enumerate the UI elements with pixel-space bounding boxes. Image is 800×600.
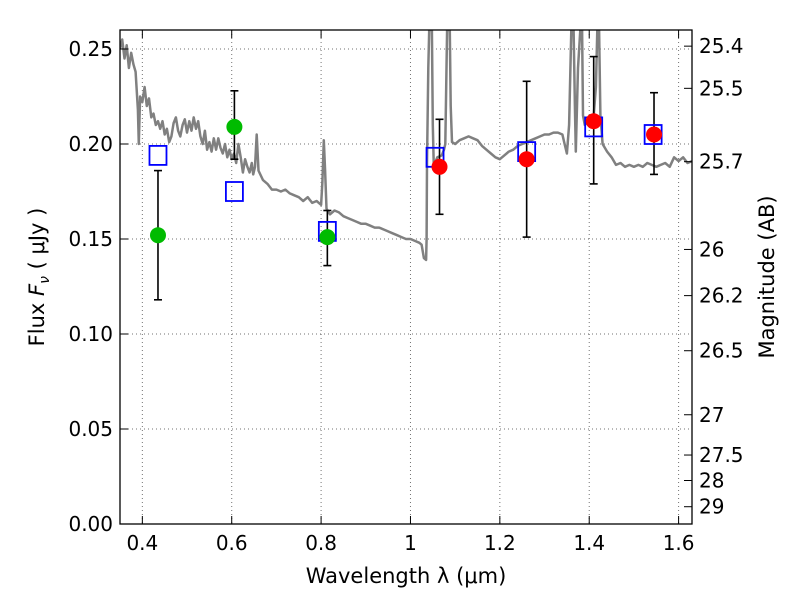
x-tick-label: 0.6 <box>216 531 248 555</box>
spectrum-line <box>120 30 692 262</box>
y2-tick-label: 25.4 <box>699 34 744 58</box>
model-square <box>224 181 244 202</box>
plot-frame <box>119 29 693 525</box>
x-tick-label: 1.6 <box>663 531 695 555</box>
y2-tick-label: 26 <box>699 237 724 261</box>
data-point <box>226 118 243 135</box>
y2-tick-label: 27.5 <box>699 443 744 467</box>
y2-tick-label: 29 <box>699 495 724 519</box>
data-point <box>149 227 166 244</box>
x-tick-label: 0.8 <box>305 531 337 555</box>
data-point <box>585 113 602 130</box>
y-label-sub: ν <box>37 276 53 284</box>
x-tick-label: 1.2 <box>484 531 516 555</box>
spectrum-layer <box>120 30 692 262</box>
y-tick-label: 0.25 <box>68 37 113 61</box>
y2-tick-label: 25.5 <box>699 76 744 100</box>
y-tick-label: 0.00 <box>68 512 113 536</box>
y2-tick-label: 26.2 <box>699 284 744 308</box>
observed-points <box>149 113 663 246</box>
y-label-units: ( μJy ) <box>25 208 49 276</box>
y2-tick-label: 26.5 <box>699 339 744 363</box>
y2-tick-label: 25.7 <box>699 150 744 174</box>
x-tick-label: 0.4 <box>126 531 158 555</box>
y-tick-label: 0.10 <box>68 322 113 346</box>
y-label-prefix: Flux <box>25 296 49 346</box>
y2-tick-label: 28 <box>699 468 724 492</box>
y-tick-label: 0.05 <box>68 417 113 441</box>
y-label-var: F <box>25 283 49 296</box>
data-point <box>319 229 336 246</box>
data-point <box>646 126 663 143</box>
data-point <box>431 158 448 175</box>
model-squares <box>148 116 663 242</box>
y-tick-label: 0.15 <box>68 227 113 251</box>
x-tick-label: 1.4 <box>573 531 605 555</box>
y-tick-label: 0.20 <box>68 132 113 156</box>
model-square <box>148 144 168 166</box>
x-tick-label: 1 <box>404 531 417 555</box>
x-axis-label: Wavelength λ (μm) <box>306 564 507 588</box>
y2-axis-label: Magnitude (AB) <box>755 195 779 358</box>
y2-tick-label: 27 <box>699 403 724 427</box>
grid-lines <box>120 30 692 525</box>
y-axis-label: Flux Fν ( μJy ) <box>25 208 53 347</box>
data-point <box>518 151 535 168</box>
axis-ticks: 0.4 0.6 0.8 1 1.2 1.4 1.6 0.00 0.05 0.10 0.15 0.20 0… <box>68 30 744 555</box>
